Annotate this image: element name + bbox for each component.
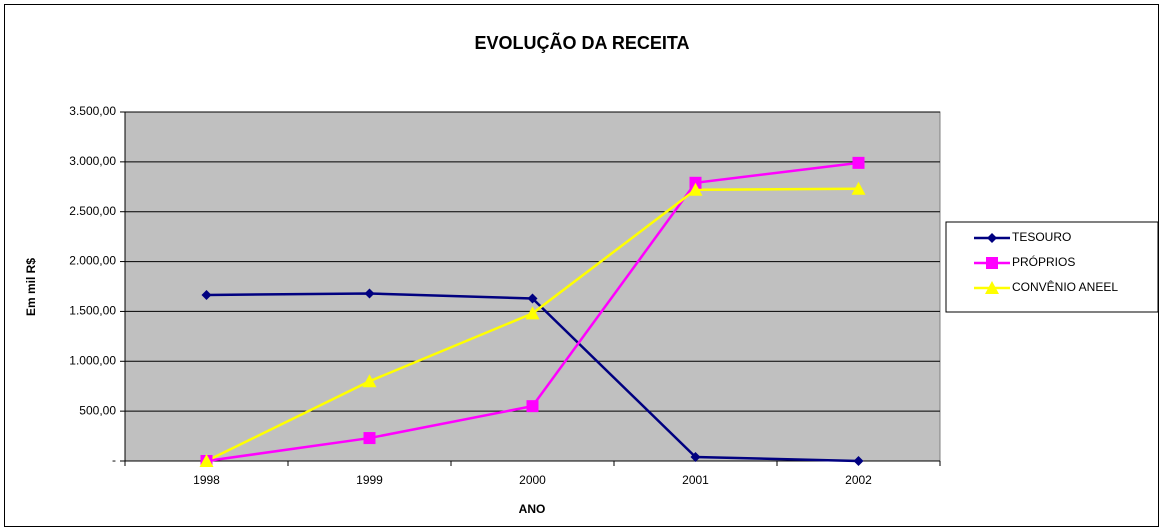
marker <box>199 454 214 467</box>
marker <box>201 289 212 300</box>
marker <box>364 288 375 299</box>
legend-label: CONVÊNIO ANEEL <box>1012 279 1118 294</box>
marker <box>362 374 377 388</box>
y-axis-title: Em mil R$ <box>24 258 38 316</box>
marker <box>985 281 999 294</box>
y-tick-label: 3.000,00 <box>69 154 116 168</box>
x-tick-label: 2000 <box>519 473 546 487</box>
x-tick-label: 1998 <box>193 473 220 487</box>
marker <box>363 432 376 445</box>
x-tick-label: 2001 <box>682 473 709 487</box>
y-tick-label: 1.500,00 <box>69 304 116 318</box>
y-tick-label: 3.500,00 <box>69 104 116 118</box>
marker <box>987 233 997 243</box>
marker <box>688 182 703 196</box>
y-tick-label: 2.000,00 <box>69 254 116 268</box>
legend-label: PRÓPRIOS <box>1012 254 1075 269</box>
y-tick-label: 1.000,00 <box>69 353 116 367</box>
legend-label: TESOURO <box>1012 230 1071 244</box>
marker <box>851 181 866 195</box>
marker <box>986 257 998 269</box>
marker <box>526 400 539 413</box>
marker <box>527 293 538 304</box>
marker <box>852 156 865 169</box>
marker <box>853 456 864 466</box>
marker <box>525 306 540 320</box>
chart-title: EVOLUÇÃO DA RECEITA <box>474 32 689 53</box>
x-axis-title: ANO <box>519 502 546 516</box>
x-tick-label: 1999 <box>356 473 383 487</box>
x-tick-label: 2002 <box>845 473 872 487</box>
y-tick-label: - <box>112 453 116 467</box>
y-tick-label: 2.500,00 <box>69 204 116 218</box>
marker <box>690 452 701 463</box>
y-tick-label: 500,00 <box>79 403 116 417</box>
